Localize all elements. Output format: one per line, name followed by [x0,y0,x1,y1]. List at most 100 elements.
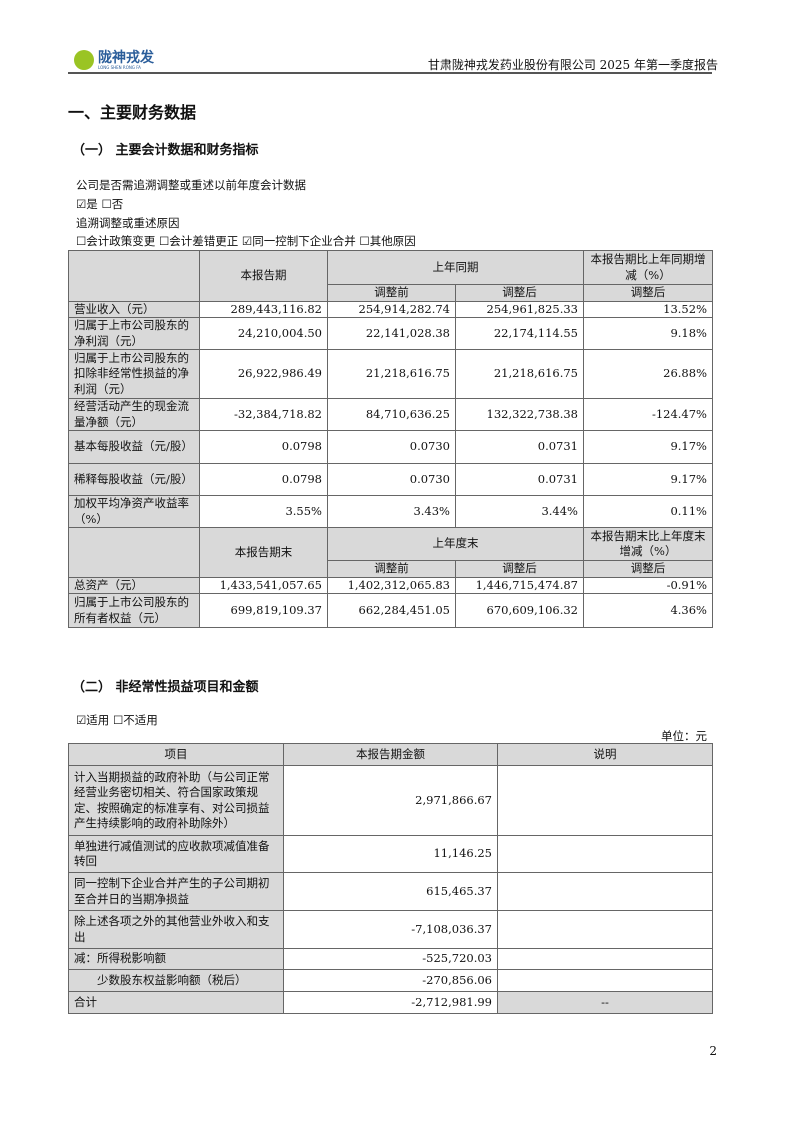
logo-icon [74,50,94,70]
value-cell: 132,322,738.38 [455,398,584,431]
table-row: 除上述各项之外的其他营业外收入和支出 -7,108,036.37 [68,910,713,949]
value-cell: 254,961,825.33 [455,300,584,318]
amount-cell: -7,108,036.37 [283,910,498,949]
row-label: 总资产（元） [68,576,200,594]
header-after-adjust: 调整后 [455,284,584,302]
note-cell [497,948,713,970]
header-blank [68,527,200,578]
table-subheader-row: 调整前 调整后 调整后 [69,284,713,302]
table-header-row: 本报告期末 上年度末 本报告期末比上年度末增减（%） [68,527,713,578]
row-label: 归属于上市公司股东的净利润（元） [68,317,200,350]
value-cell: 1,446,715,474.87 [455,576,584,594]
header-change: 本报告期比上年同期增减（%） [583,250,713,285]
header-prior: 上年同期 [327,250,584,285]
amount-cell: -2,712,981.99 [283,991,498,1014]
table-row: 计入当期损益的政府补助（与公司正常经营业务密切相关、符合国家政策规定、按照确定的… [68,765,713,836]
header-blank [68,250,200,302]
value-cell: 13.52% [583,300,713,318]
value-cell: 3.43% [327,495,456,528]
amount-cell: 615,465.37 [283,872,498,911]
table-row: 营业收入（元） 289,443,116.82 254,914,282.74 254,9… [68,300,713,318]
table-row: 减：所得税影响额 -525,720.03 [68,948,713,970]
item-label: 同一控制下企业合并产生的子公司期初至合并日的当期净损益 [68,872,284,911]
value-cell: 9.17% [583,463,713,496]
value-cell: 699,819,109.37 [199,593,328,628]
table-row: 总资产（元） 1,433,541,057.65 1,402,312,065.83 1,… [68,576,713,594]
value-cell: 3.55% [199,495,328,528]
value-cell: 0.0798 [199,463,328,496]
item-label: 少数股东权益影响额（税后） [68,969,284,992]
unit-label: 单位：元 [661,729,707,743]
header-before-adjust: 调整前 [327,560,456,578]
value-cell: 21,218,616.75 [327,349,456,399]
row-label: 归属于上市公司股东的所有者权益（元） [68,593,200,628]
note-cell [497,872,713,911]
restatement-reasons: ☐会计政策变更 ☐会计差错更正 ☑同一控制下企业合并 ☐其他原因 [76,234,416,248]
table-row: 经营活动产生的现金流量净额（元） -32,384,718.82 84,710,636… [68,398,713,431]
value-cell: 26,922,986.49 [199,349,328,399]
header-cell: 本报告期金额 [283,743,498,766]
note-cell: -- [497,991,713,1014]
row-label: 归属于上市公司股东的扣除非经常性损益的净利润（元） [68,349,200,399]
note-cell [497,969,713,992]
value-cell: 0.0731 [455,430,584,464]
value-cell: 0.0730 [327,430,456,464]
table-row: 单独进行减值测试的应收款项减值准备转回 11,146.25 [68,835,713,873]
logo-text: 陇神戎发 [98,49,154,66]
value-cell: 22,141,028.38 [327,317,456,350]
header-divider [68,72,712,74]
value-cell: 3.44% [455,495,584,528]
value-cell: 26.88% [583,349,713,399]
note-cell [497,765,713,836]
page-number: 2 [709,1044,717,1058]
item-label: 计入当期损益的政府补助（与公司正常经营业务密切相关、符合国家政策规定、按照确定的… [68,765,284,836]
table-row: 稀释每股收益（元/股） 0.0798 0.0730 0.0731 9.17% [68,463,713,496]
table-row: 归属于上市公司股东的净利润（元） 24,210,004.50 22,141,028.… [68,317,713,350]
table-header-row: 项目 本报告期金额 说明 [68,743,713,766]
value-cell: 4.36% [583,593,713,628]
value-cell: 1,402,312,065.83 [327,576,456,594]
value-cell: 0.0798 [199,430,328,464]
value-cell: 0.11% [583,495,713,528]
header-cell: 项目 [68,743,284,766]
table-row: 加权平均净资产收益率（%） 3.55% 3.43% 3.44% 0.11% [68,495,713,528]
value-cell: 0.0731 [455,463,584,496]
row-label: 经营活动产生的现金流量净额（元） [68,398,200,431]
company-logo: 陇神戎发 LONG SHEN RONG FA [74,50,154,70]
header-cell: 说明 [497,743,713,766]
row-label: 基本每股收益（元/股） [68,430,200,464]
header-change: 本报告期末比上年度末增减（%） [583,527,713,561]
value-cell: 670,609,106.32 [455,593,584,628]
value-cell: 9.18% [583,317,713,350]
logo-subtext: LONG SHEN RONG FA [98,64,141,70]
table-row: 归属于上市公司股东的所有者权益（元） 699,819,109.37 662,284,… [68,593,713,628]
row-label: 营业收入（元） [68,300,200,318]
value-cell: 0.0730 [327,463,456,496]
value-cell: 24,210,004.50 [199,317,328,350]
restatement-reason-label: 追溯调整或重述原因 [76,216,180,230]
value-cell: -32,384,718.82 [199,398,328,431]
header-after-adjust: 调整后 [455,560,584,578]
value-cell: 662,284,451.05 [327,593,456,628]
section-title: 一、主要财务数据 [68,103,197,122]
table-row: 归属于上市公司股东的扣除非经常性损益的净利润（元） 26,922,986.49 21… [68,349,713,399]
key-financial-data-table: 本报告期 上年同期 本报告期比上年同期增减（%） 调整前 调整后 调整后 营业收入（元） 28… [68,250,713,628]
report-header-title: 甘肃陇神戎发药业股份有限公司 2025 年第一季度报告 [427,58,718,72]
table-row: 少数股东权益影响额（税后） -270,856.06 [68,969,713,992]
header-current: 本报告期末 [199,527,328,578]
item-label: 单独进行减值测试的应收款项减值准备转回 [68,835,284,873]
value-cell: 1,433,541,057.65 [199,576,328,594]
value-cell: 22,174,114.55 [455,317,584,350]
subsection-title-1: （一） 主要会计数据和财务指标 [72,143,259,158]
table-row: 基本每股收益（元/股） 0.0798 0.0730 0.0731 9.17% [68,430,713,464]
header-change-adjusted: 调整后 [583,284,713,302]
non-recurring-items-table: 项目 本报告期金额 说明 计入当期损益的政府补助（与公司正常经营业务密切相关、符合国家… [68,743,713,1014]
note-cell [497,835,713,873]
item-label: 合计 [68,991,284,1014]
amount-cell: -525,720.03 [283,948,498,970]
item-label: 减：所得税影响额 [68,948,284,970]
restatement-question: 公司是否需追溯调整或重述以前年度会计数据 [76,178,306,192]
value-cell: 254,914,282.74 [327,300,456,318]
amount-cell: 11,146.25 [283,835,498,873]
header-before-adjust: 调整前 [327,284,456,302]
